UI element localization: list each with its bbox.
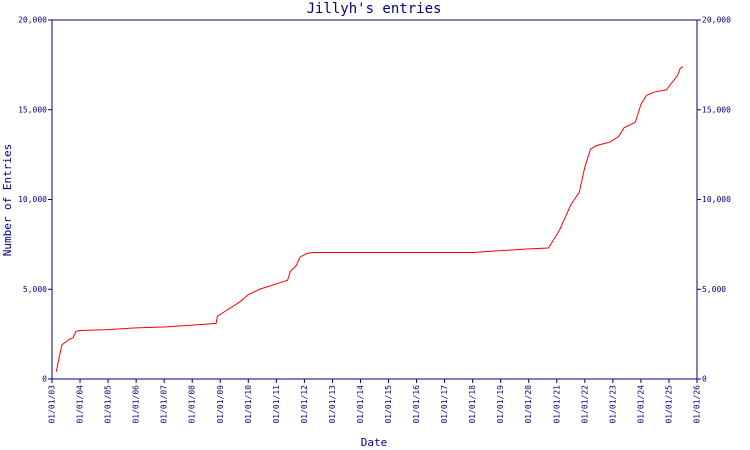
- x-tick-label: 01/01/14: [356, 385, 365, 424]
- x-tick-label: 01/01/05: [104, 385, 113, 424]
- x-tick-label: 01/01/07: [160, 385, 169, 424]
- x-tick-label: 01/01/23: [608, 385, 617, 424]
- x-tick-label: 01/01/09: [216, 385, 225, 424]
- chart-title: Jillyh's entries: [307, 1, 442, 17]
- x-axis-label: Date: [361, 436, 388, 449]
- x-tick-label: 01/01/15: [384, 385, 393, 424]
- y-axis-label: Number of Entries: [1, 144, 14, 257]
- x-tick-label: 01/01/03: [48, 385, 57, 424]
- y-tick-label: 20,000: [18, 16, 47, 25]
- y2-tick-label: 5,000: [702, 285, 726, 294]
- x-tick-label: 01/01/16: [412, 385, 421, 424]
- y2-tick-label: 0: [702, 375, 707, 384]
- x-tick-label: 01/01/24: [636, 385, 645, 424]
- plot-frame: [51, 19, 698, 380]
- x-tick-label: 01/01/21: [552, 385, 561, 424]
- x-tick-label: 01/01/25: [664, 385, 673, 424]
- x-tick-label: 01/01/26: [693, 385, 702, 424]
- x-tick-label: 01/01/13: [328, 385, 337, 424]
- x-tick-label: 01/01/22: [580, 385, 589, 424]
- data-line: [55, 66, 684, 372]
- y-tick-label: 0: [42, 375, 47, 384]
- y-tick-label: 15,000: [18, 105, 47, 114]
- x-tick-label: 01/01/06: [132, 385, 141, 424]
- x-tick-label: 01/01/19: [496, 385, 505, 424]
- x-tick-label: 01/01/12: [300, 385, 309, 424]
- x-tick-label: 01/01/11: [272, 385, 281, 424]
- y-tick-label: 5,000: [23, 285, 47, 294]
- x-tick-label: 01/01/10: [244, 385, 253, 424]
- y2-tick-label: 20,000: [702, 16, 731, 25]
- y2-tick-label: 10,000: [702, 195, 731, 204]
- y2-tick-label: 15,000: [702, 105, 731, 114]
- x-tick-label: 01/01/17: [440, 385, 449, 424]
- x-tick-label: 01/01/18: [468, 385, 477, 424]
- x-tick-label: 01/01/20: [524, 385, 533, 424]
- x-tick-label: 01/01/04: [76, 385, 85, 424]
- x-tick-label: 01/01/08: [188, 385, 197, 424]
- y-tick-label: 10,000: [18, 195, 47, 204]
